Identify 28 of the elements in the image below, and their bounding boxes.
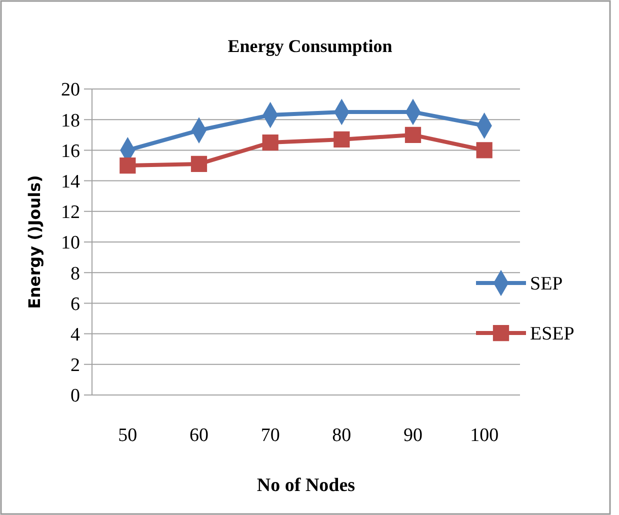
y-tick-label: 18 — [61, 110, 80, 132]
x-tick-label: 60 — [190, 425, 208, 446]
x-tick-label: 90 — [404, 425, 422, 446]
y-tick-label: 14 — [61, 171, 80, 192]
x-tick-label: 70 — [260, 425, 280, 446]
y-tick-label: 16 — [61, 140, 80, 162]
x-tick-label: 100 — [470, 425, 499, 446]
x-tick-label: 80 — [332, 425, 352, 446]
y-tick-label: 2 — [70, 355, 80, 376]
point — [120, 157, 136, 174]
point — [476, 142, 492, 158]
point — [404, 126, 422, 143]
y-tick-label: 10 — [61, 232, 80, 254]
y-tick-label: 6 — [70, 294, 80, 315]
y-tick-label: 0 — [70, 386, 80, 407]
legend-label: ESEP — [530, 324, 574, 345]
y-axis-title: Energy ()Jouls) — [25, 175, 44, 309]
y-tick-label: 8 — [70, 263, 80, 284]
point — [190, 156, 208, 172]
x-tick-label: 50 — [118, 425, 138, 446]
chart-title: Energy Consumption — [228, 36, 392, 56]
y-tick-label: 4 — [70, 324, 80, 346]
y-tick-label: 20 — [61, 80, 80, 101]
y-tick-label: 12 — [61, 202, 80, 224]
legend-label: SEP — [530, 274, 563, 295]
point — [334, 131, 350, 148]
x-axis-title: No of Nodes — [256, 475, 356, 496]
point — [262, 134, 278, 151]
